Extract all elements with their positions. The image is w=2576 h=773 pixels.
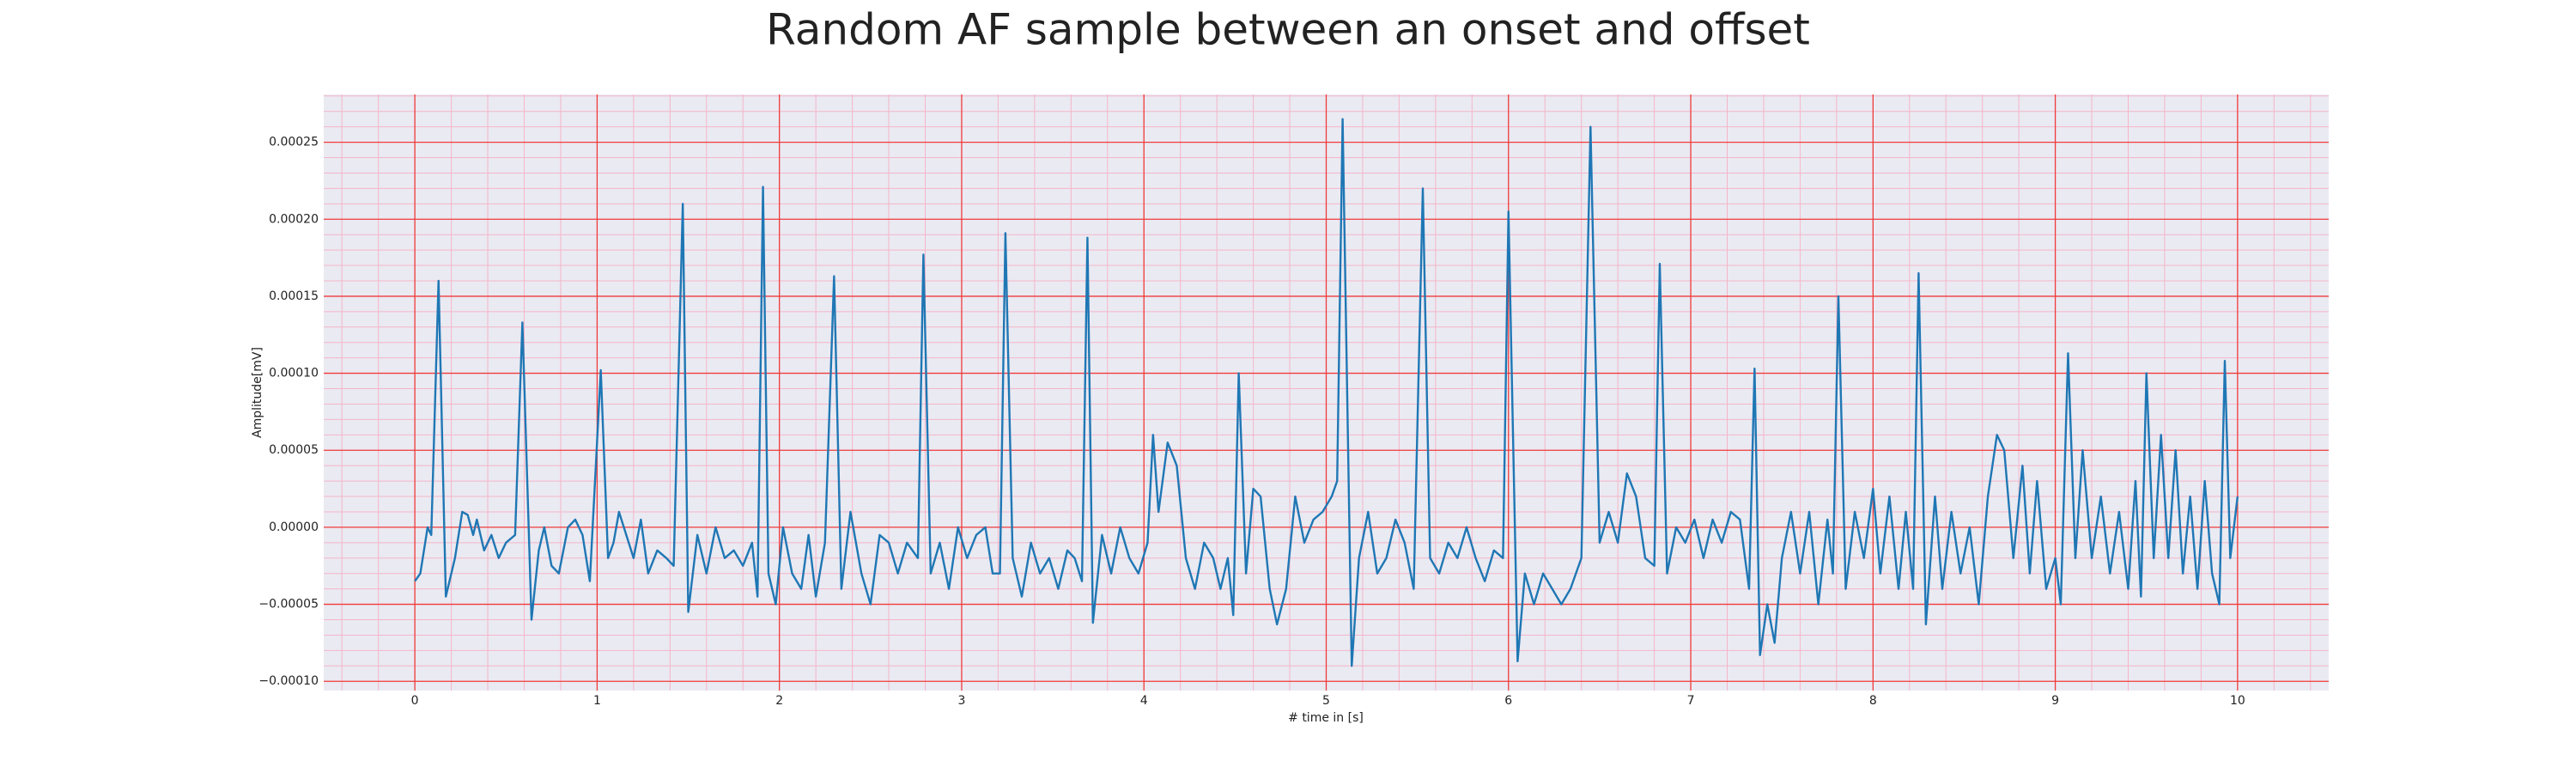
x-tick-label: 7 <box>1687 694 1695 708</box>
y-tick-label: 0.00010 <box>269 367 319 380</box>
labels: 0 1 2 3 4 5 6 7 8 9 10 −0.00010 −0.00005 0.00000 0.000… <box>258 136 2245 708</box>
signal-line <box>414 118 2239 667</box>
y-tick-label: 0.00000 <box>269 520 319 534</box>
x-tick-label: 5 <box>1322 694 1330 708</box>
x-tick-label: 1 <box>593 694 601 708</box>
y-tick-label: −0.00005 <box>258 598 319 612</box>
chart-title: Random AF sample between an onset and of… <box>766 5 1810 55</box>
grid <box>324 94 2329 691</box>
plot <box>414 118 2239 667</box>
y-tick-label: 0.00005 <box>269 443 319 457</box>
y-axis-label: Amplitude[mV] <box>251 347 264 438</box>
x-tick-label: 0 <box>411 694 419 708</box>
y-tick-label: 0.00025 <box>269 136 319 149</box>
y-tick-label: 0.00015 <box>269 289 319 303</box>
x-tick-label: 2 <box>775 694 783 708</box>
x-tick-label: 8 <box>1869 694 1877 708</box>
y-tick-label: −0.00010 <box>258 674 319 688</box>
x-tick-label: 10 <box>2230 694 2245 708</box>
y-tick-label: 0.00020 <box>269 212 319 226</box>
x-tick-label: 3 <box>957 694 965 708</box>
x-axis-label: # time in [s] <box>1288 711 1364 725</box>
x-tick-label: 4 <box>1140 694 1148 708</box>
x-tick-label: 9 <box>2051 694 2059 708</box>
x-tick-label: 6 <box>1504 694 1512 708</box>
